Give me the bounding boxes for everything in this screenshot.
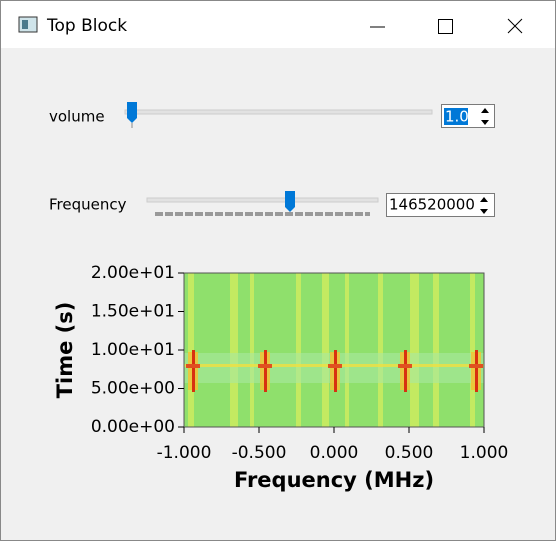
title-bar [1, 1, 555, 48]
waterfall-texture [264, 350, 267, 392]
y-tick-label: 0.00e+00 [91, 417, 175, 437]
spinbox-value[interactable]: 146520000 [389, 196, 475, 214]
waterfall-texture [378, 273, 383, 427]
slider-track[interactable] [146, 197, 379, 203]
y-tick-label: 2.00e+01 [91, 263, 175, 283]
x-tick-label: 0.500 [385, 443, 434, 463]
waterfall-texture [470, 273, 475, 427]
waterfall-texture [186, 364, 200, 368]
window-title: Top Block [46, 16, 127, 36]
selection [444, 108, 468, 125]
waterfall-texture [322, 273, 329, 427]
waterfall-texture [433, 273, 439, 427]
slider-thumb[interactable] [285, 191, 295, 212]
x-tick-label: -1.000 [157, 443, 212, 463]
y-tick-label: 5.00e+00 [91, 379, 175, 399]
slider-track[interactable] [124, 109, 433, 115]
y-axis-label: Time (s) [53, 302, 77, 399]
waterfall-texture [258, 364, 272, 368]
waterfall-texture [475, 350, 478, 392]
maximize-button[interactable] [438, 19, 453, 34]
control-label: volume [49, 108, 105, 126]
waterfall-texture [410, 273, 419, 427]
app-icon [18, 16, 38, 33]
waterfall-texture [345, 273, 349, 427]
y-tick-label: 1.00e+01 [91, 340, 175, 360]
x-tick-label: 0.000 [310, 443, 359, 463]
spinbox[interactable] [386, 193, 495, 217]
x-tick-label: -0.500 [232, 443, 287, 463]
spin-arrows[interactable] [481, 108, 489, 125]
x-axis-label: Frequency (MHz) [234, 468, 434, 492]
waterfall-texture [296, 273, 301, 427]
x-tick-label: 1.000 [460, 443, 509, 463]
waterfall-texture [230, 273, 238, 427]
waterfall-plot: 0.00e+00 5.00e+00 1.00e+01 1.50e+01 2.00e+01… [91, 263, 509, 463]
waterfall-texture [469, 364, 483, 368]
waterfall-texture [328, 364, 342, 368]
slider-thumb[interactable] [127, 102, 137, 123]
y-tick-label: 1.50e+01 [91, 302, 175, 322]
waterfall-texture [188, 273, 194, 427]
waterfall-texture [398, 364, 412, 368]
close-button[interactable] [507, 18, 523, 34]
waterfall-texture [334, 350, 337, 392]
spinbox-value[interactable]: 1.0 [445, 108, 469, 126]
waterfall-texture [250, 273, 254, 427]
waterfall-texture [192, 350, 195, 392]
waterfall-texture [404, 350, 407, 392]
spin-arrows[interactable] [480, 197, 488, 214]
control-label: Frequency [49, 196, 127, 214]
